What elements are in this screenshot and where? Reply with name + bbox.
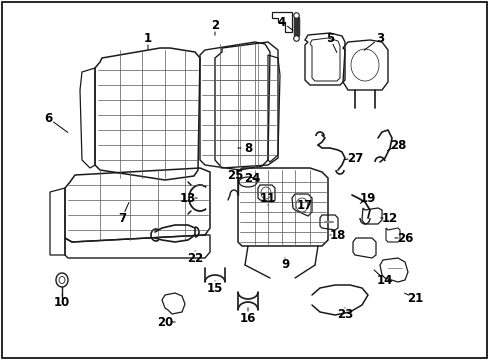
Text: 24: 24	[244, 171, 260, 185]
Text: 14: 14	[376, 274, 392, 287]
Text: 20: 20	[157, 315, 173, 328]
Text: 5: 5	[325, 32, 333, 45]
Text: 22: 22	[186, 252, 203, 265]
Text: 18: 18	[329, 229, 346, 242]
Text: 7: 7	[118, 212, 126, 225]
Text: 12: 12	[381, 212, 397, 225]
Text: 11: 11	[259, 192, 276, 204]
Text: 9: 9	[280, 258, 288, 271]
Text: 25: 25	[226, 168, 243, 181]
Text: 19: 19	[359, 192, 375, 204]
Text: 17: 17	[296, 198, 312, 212]
Text: 15: 15	[206, 282, 223, 294]
Text: 13: 13	[180, 192, 196, 204]
Text: 21: 21	[406, 292, 422, 305]
Text: 8: 8	[244, 141, 252, 154]
Text: 16: 16	[239, 311, 256, 324]
Text: 2: 2	[210, 18, 219, 32]
Text: 3: 3	[375, 32, 383, 45]
Text: 1: 1	[143, 32, 152, 45]
Text: 4: 4	[277, 15, 285, 28]
Text: 10: 10	[54, 296, 70, 309]
Text: 23: 23	[336, 309, 352, 321]
Text: 28: 28	[389, 139, 406, 152]
Text: 26: 26	[396, 231, 412, 244]
Text: 6: 6	[44, 112, 52, 125]
Text: 27: 27	[346, 152, 363, 165]
